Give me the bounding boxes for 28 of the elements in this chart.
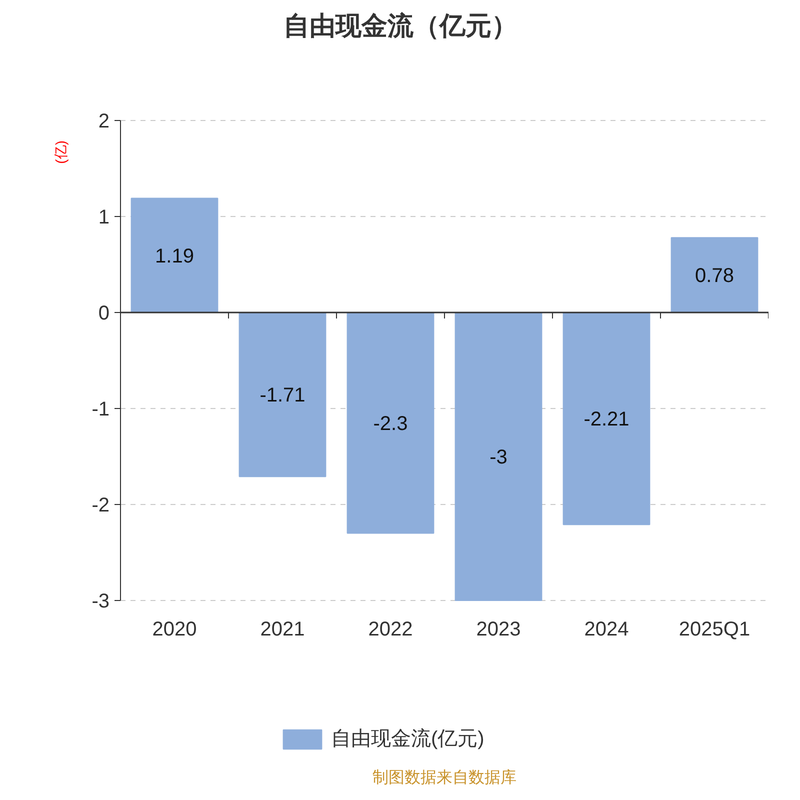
y-tick-label: 1 [98, 206, 110, 228]
data-label: -3 [490, 446, 508, 468]
data-label: -2.21 [584, 408, 630, 431]
bar [130, 198, 218, 313]
data-label: -2.3 [373, 412, 408, 435]
y-tick-label: 2 [98, 110, 110, 132]
legend-label: 自由现金流(亿元) [331, 727, 484, 752]
x-tick-label: 2020 [152, 618, 197, 640]
bar [562, 312, 650, 526]
y-tick-label: 0 [98, 302, 110, 324]
data-label: 1.19 [155, 245, 194, 268]
text: 制图数据来自数据库 [372, 768, 516, 786]
x-tick-label: 2025Q1 [678, 618, 750, 640]
bar [238, 312, 326, 478]
chart-title: 自由现金流（亿元） [284, 10, 518, 40]
y-tick-label: -2 [92, 494, 110, 516]
x-tick-label: 2024 [584, 618, 629, 640]
y-axis-title: (亿) [52, 140, 68, 164]
x-tick-label: 2022 [368, 618, 413, 640]
data-label: 0.78 [695, 265, 734, 288]
bar [670, 237, 758, 313]
x-tick-label: 2023 [476, 618, 521, 640]
bar [346, 312, 434, 534]
bar [454, 312, 542, 601]
y-tick-label: -3 [92, 590, 110, 612]
data-label: -1.71 [260, 384, 306, 407]
x-tick-label: 2021 [260, 618, 305, 640]
y-tick-label: -1 [92, 398, 110, 420]
